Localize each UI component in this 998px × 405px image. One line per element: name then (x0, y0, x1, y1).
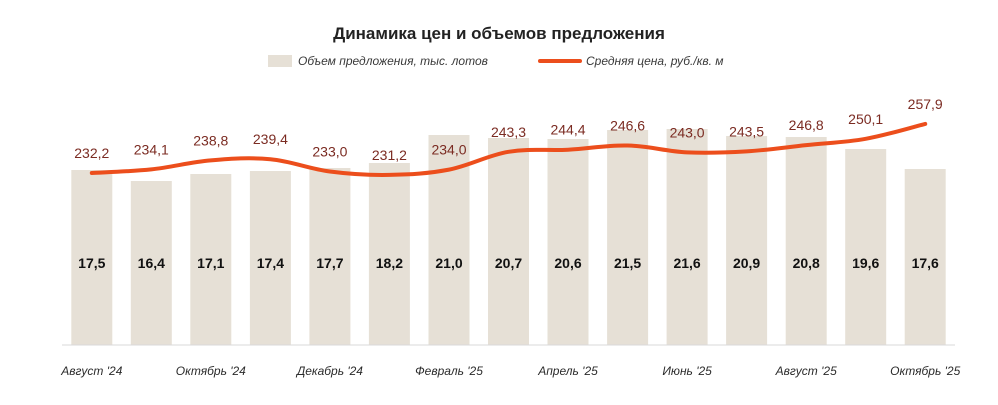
price-value-label: 243,3 (491, 124, 526, 140)
price-value-label: 231,2 (372, 147, 407, 163)
legend-bar-label: Объем предложения, тыс. лотов (298, 54, 488, 68)
price-value-label: 246,6 (610, 118, 645, 134)
price-value-label: 232,2 (74, 145, 109, 161)
legend: Объем предложения, тыс. лотов Средняя це… (268, 54, 724, 68)
bar-value-label: 20,6 (554, 255, 581, 271)
bar-value-label: 16,4 (138, 255, 165, 271)
x-tick-label: Август '24 (60, 364, 122, 378)
price-value-label: 250,1 (848, 111, 883, 127)
price-value-label: 246,8 (789, 117, 824, 133)
bar-value-label: 20,7 (495, 255, 522, 271)
legend-line-label: Средняя цена, руб./кв. м (586, 54, 724, 68)
bar (190, 174, 232, 345)
bar (666, 129, 708, 345)
bar (547, 139, 589, 345)
chart-title: Динамика цен и объемов предложения (333, 24, 665, 43)
x-tick-label: Август '25 (775, 364, 837, 378)
x-tick-label: Декабрь '24 (295, 364, 363, 378)
price-line-series (89, 121, 928, 177)
bar-value-label: 21,0 (435, 255, 462, 271)
bar-value-label: 19,6 (852, 255, 879, 271)
price-value-label: 238,8 (193, 132, 228, 148)
x-tick-label: Октябрь '24 (176, 364, 246, 378)
bar-value-label: 17,5 (78, 255, 105, 271)
x-tick-label: Февраль '25 (415, 364, 483, 378)
bar (130, 181, 172, 345)
x-tick-label: Апрель '25 (537, 364, 598, 378)
bar-series (71, 129, 946, 345)
price-value-label: 243,0 (670, 124, 705, 140)
bar (726, 136, 768, 345)
price-value-label: 234,1 (134, 141, 169, 157)
bar-value-label: 17,4 (257, 255, 284, 271)
price-value-label: 243,5 (729, 123, 764, 139)
bar (845, 149, 887, 345)
bar-value-label: 21,5 (614, 255, 641, 271)
price-value-label: 234,0 (431, 142, 466, 158)
x-tick-label: Июнь '25 (662, 364, 712, 378)
legend-bar-swatch (268, 55, 292, 67)
bar (488, 138, 529, 345)
bar (607, 130, 649, 345)
bar-value-label: 17,7 (316, 255, 343, 271)
price-value-label: 244,4 (550, 122, 585, 138)
bar-value-labels: 17,5 16,4 17,1 17,4 17,7 18,2 21,0 20,7 20,6 21,5… (78, 255, 939, 271)
price-value-label: 239,4 (253, 131, 288, 147)
bar-value-label: 17,6 (912, 255, 939, 271)
bar-value-label: 20,9 (733, 255, 760, 271)
bar (368, 163, 410, 345)
bar (904, 169, 946, 345)
bar (249, 171, 291, 345)
bar-value-label: 21,6 (673, 255, 700, 271)
price-line (89, 121, 928, 177)
bar (71, 170, 113, 345)
price-value-labels: 232,2 234,1 238,8 239,4 233,0 231,2 234,0 243,3… (74, 96, 943, 163)
x-axis-tick-labels: Август '24 Октябрь '24 Декабрь '24 Февраль … (60, 364, 960, 378)
bar-value-label: 18,2 (376, 255, 403, 271)
price-value-label: 257,9 (908, 96, 943, 112)
bar-value-label: 20,8 (793, 255, 820, 271)
price-value-label: 233,0 (312, 144, 347, 160)
x-tick-label: Октябрь '25 (890, 364, 960, 378)
bar (309, 168, 351, 345)
bar-value-label: 17,1 (197, 255, 224, 271)
bar (785, 137, 827, 345)
